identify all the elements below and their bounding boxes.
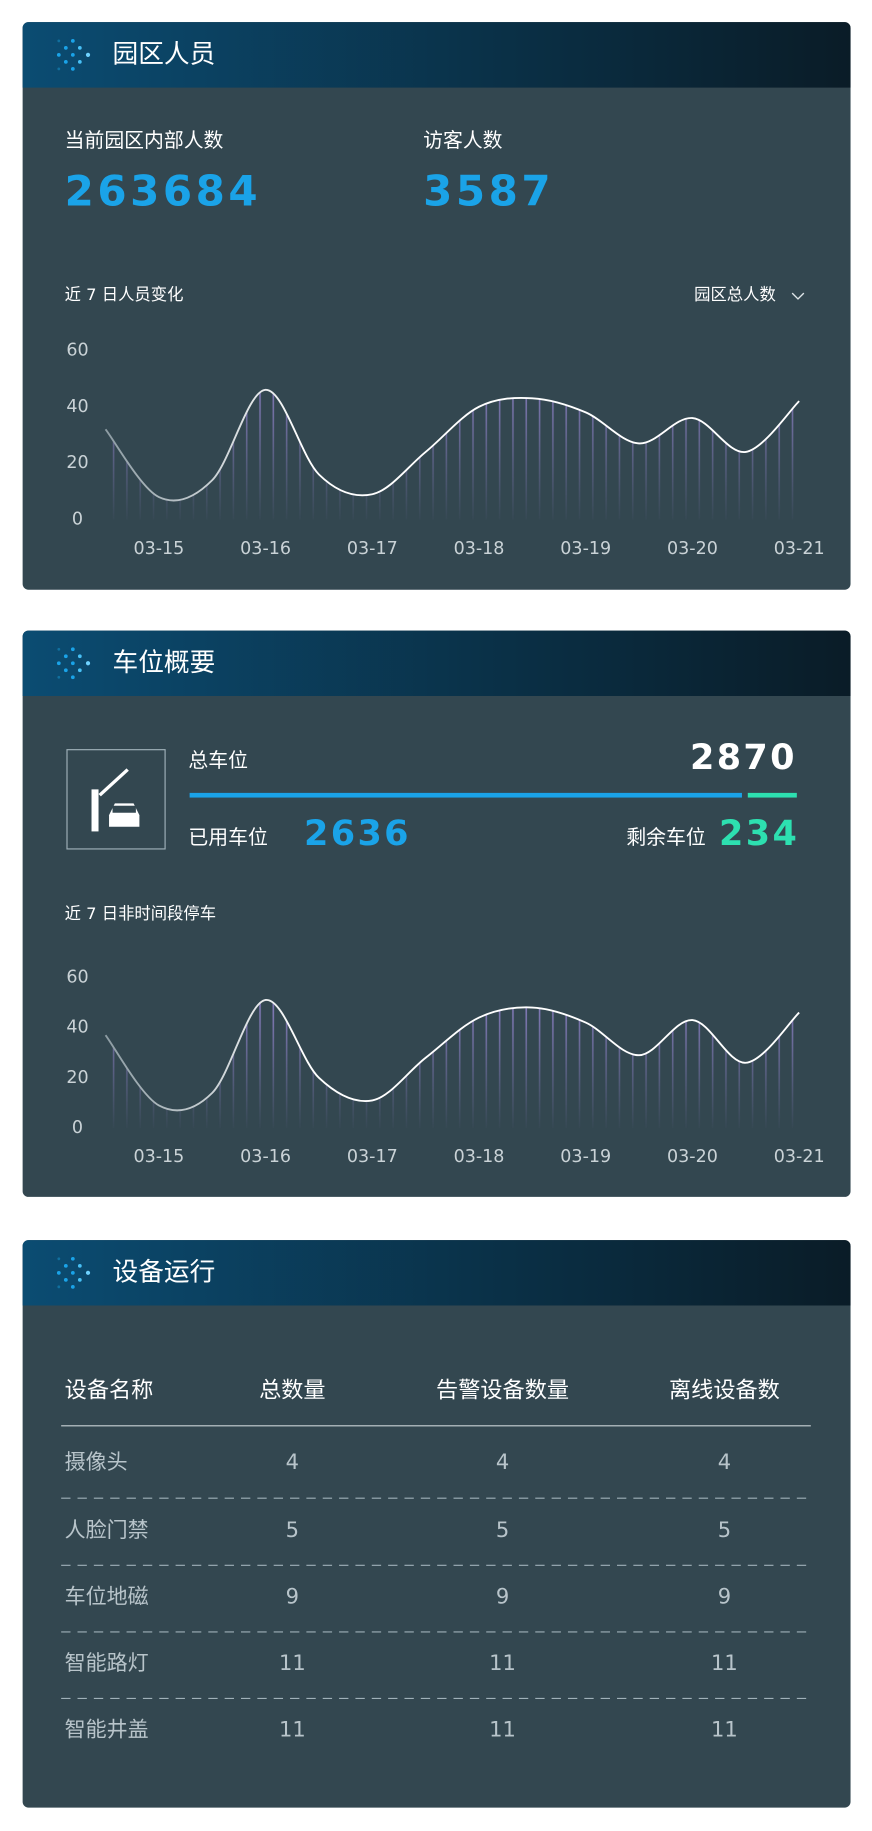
table-cell: 11 [489,1717,516,1742]
chevron[interactable] [791,292,805,300]
column-header: 离线设备数 [669,1377,780,1403]
stat-label: 访客人数 [423,129,503,152]
panel-title: 车位概要 [113,648,216,678]
table-cell: 5 [286,1517,299,1542]
table-cell: 人脸门禁 [65,1517,149,1542]
remaining-value: 234 [719,813,799,854]
table-cell: 5 [718,1517,731,1542]
stat-value: 263684 [65,166,261,215]
column-header: 告警设备数量 [436,1377,569,1403]
table-cell: 9 [286,1583,299,1608]
y-tick-label: 20 [66,453,88,473]
table-cell: 11 [711,1717,738,1742]
x-tick-label: 03-15 [133,539,184,559]
x-tick-label: 03-20 [667,539,718,559]
table-cell: 4 [718,1449,731,1474]
y-tick-label: 20 [66,1068,88,1088]
table-cell: 智能路灯 [65,1650,149,1675]
table-cell: 11 [279,1717,306,1742]
x-tick-label: 03-20 [667,1147,718,1167]
x-tick-label: 03-21 [774,539,825,559]
line-series [104,999,800,1112]
stat-label: 总车位 [188,749,248,772]
stat-value: 3587 [423,166,554,215]
table-cell: 11 [489,1650,516,1675]
dropdown[interactable]: 园区总人数 [694,285,776,304]
table-cell: 4 [496,1449,509,1474]
total-value: 2870 [690,737,797,778]
icon-box [66,749,166,850]
table-cell: 5 [496,1517,509,1542]
table-cell: 4 [286,1449,299,1474]
parking-panel: 车位概要 总车位 2870 已用车位 2636 剩余车位 234 近 7 日非时… [22,630,851,1197]
parking-icon [91,768,140,832]
table-cell: 摄像头 [65,1449,128,1474]
table-cell: 车位地磁 [65,1583,149,1608]
remaining-bar [747,792,797,798]
panel-title: 设备运行 [113,1257,216,1287]
used-bar [189,792,742,798]
x-tick-label: 03-18 [454,539,505,559]
x-tick-label: 03-19 [560,539,611,559]
table-cell: 智能井盖 [65,1717,149,1742]
line-series [104,388,800,502]
y-tick-label: 60 [66,340,88,360]
chart-title: 近 7 日非时间段停车 [65,904,216,923]
x-tick-label: 03-18 [454,1147,505,1167]
x-tick-label: 03-19 [560,1147,611,1167]
stat-label: 剩余车位 [626,826,705,849]
x-tick-label: 03-16 [240,539,291,559]
x-tick-label: 03-16 [240,1147,291,1167]
x-tick-label: 03-17 [347,1147,398,1167]
x-tick-label: 03-17 [347,539,398,559]
table-cell: 11 [711,1650,738,1675]
chart-title: 近 7 日人员变化 [65,285,184,304]
column-header: 总数量 [259,1377,326,1403]
y-tick-label: 60 [66,967,88,987]
table-cell: 9 [496,1583,509,1608]
people-panel: 园区人员 当前园区内部人数 263684 访客人数 3587 近 7 日人员变化… [22,22,851,590]
stat-label: 已用车位 [188,826,267,849]
table-cell: 9 [718,1583,731,1608]
y-tick-label: 40 [66,1018,88,1038]
stat-label: 当前园区内部人数 [65,129,224,152]
panel-title: 园区人员 [113,39,216,69]
used-value: 2636 [304,813,411,854]
x-tick-label: 03-21 [774,1147,825,1167]
y-tick-label: 40 [66,397,88,417]
table-cell: 11 [279,1650,306,1675]
column-header: 设备名称 [65,1377,154,1403]
x-tick-label: 03-15 [133,1147,184,1167]
y-tick-label: 0 [72,1118,83,1138]
y-tick-label: 0 [72,510,83,530]
